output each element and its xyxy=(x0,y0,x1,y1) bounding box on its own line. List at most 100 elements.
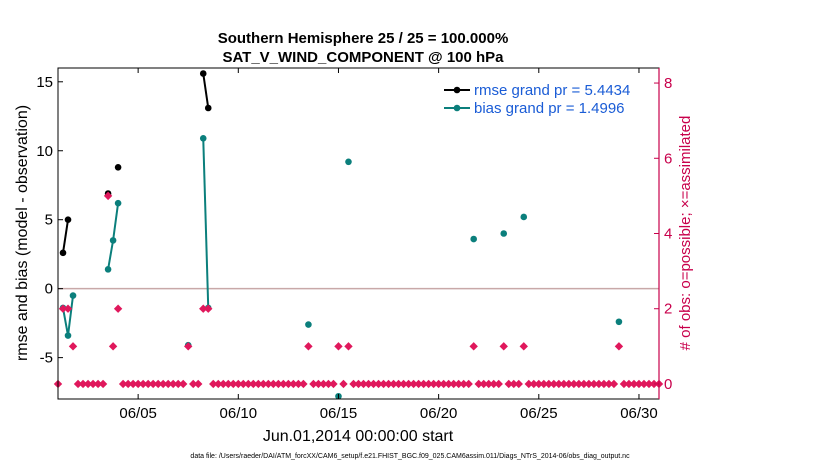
obs-marker-67 xyxy=(389,379,398,389)
rmse-line-3 xyxy=(202,73,210,109)
obs-marker-63 xyxy=(369,379,378,389)
x-tick-label-0: 06/05 xyxy=(119,405,157,422)
obs-marker-4 xyxy=(73,379,83,389)
x-tick-label-2: 06/15 xyxy=(320,405,358,422)
footnote: data file: /Users/raeder/DAI/ATM_forcXX/… xyxy=(190,453,630,460)
obs-marker-65 xyxy=(379,379,388,389)
obs-marker-50 xyxy=(304,342,313,351)
bias-point-7-0 xyxy=(470,235,477,243)
obs-marker-72 xyxy=(414,379,423,389)
obs-marker-23 xyxy=(168,379,178,389)
rmse-point-3-1 xyxy=(204,104,212,112)
obs-marker-75 xyxy=(429,379,438,389)
obs-marker-104 xyxy=(574,379,584,389)
obs-marker-113 xyxy=(619,379,629,389)
obs-marker-14 xyxy=(123,379,133,389)
obs-marker-61 xyxy=(359,379,368,389)
obs-marker-42 xyxy=(264,379,273,389)
obs-marker-81 xyxy=(459,379,468,389)
obs-marker-118 xyxy=(644,379,654,389)
obs-marker-38 xyxy=(244,379,253,389)
obs-marker-105 xyxy=(579,379,589,389)
obs-marker-82 xyxy=(464,379,473,389)
obs-marker-45 xyxy=(279,379,288,389)
rmse-point-0-0 xyxy=(59,249,67,257)
obs-marker-37 xyxy=(239,379,248,389)
bias-point-1-0 xyxy=(104,266,112,273)
obs-marker-48 xyxy=(294,379,303,389)
rmse-point-3-0 xyxy=(199,70,207,77)
bias-point-0-1 xyxy=(64,332,72,339)
obs-marker-74 xyxy=(424,379,433,389)
obs-marker-80 xyxy=(454,379,463,389)
obs-marker-15 xyxy=(128,379,138,389)
obs-marker-19 xyxy=(148,379,158,389)
obs-marker-91 xyxy=(509,379,518,389)
obs-marker-98 xyxy=(544,379,554,389)
legend-rmse-marker xyxy=(453,86,461,94)
obs-marker-71 xyxy=(409,379,418,389)
obs-marker-16 xyxy=(133,379,143,389)
y-axis-label: rmse and bias (model - observation) xyxy=(14,105,31,361)
obs-marker-6 xyxy=(83,379,93,389)
bias-point-9-0 xyxy=(520,213,528,221)
obs-marker-52 xyxy=(314,379,323,389)
obs-marker-92 xyxy=(514,379,523,389)
obs-marker-32 xyxy=(214,379,223,389)
obs-marker-47 xyxy=(289,379,298,389)
obs-marker-17 xyxy=(138,379,148,389)
obs-marker-26 xyxy=(184,342,193,351)
obs-marker-109 xyxy=(599,379,609,389)
y-right-tick-label-0: 0 xyxy=(664,376,672,393)
y-axis-left: -5 0 5 10 15 xyxy=(36,74,63,367)
bias-line-3 xyxy=(202,138,210,309)
chart-title: Southern Hemisphere 25 / 25 = 100.000% xyxy=(218,30,509,47)
x-tick-label-3: 06/20 xyxy=(420,405,458,422)
obs-marker-40 xyxy=(254,379,263,389)
legend-rmse-label: rmse grand pr = 5.4434 xyxy=(474,82,630,99)
obs-marker-60 xyxy=(354,379,363,389)
legend-bias-label: bias grand pr = 1.4996 xyxy=(474,100,625,117)
obs-marker-103 xyxy=(569,379,579,389)
obs-marker-64 xyxy=(374,379,383,389)
obs-marker-20 xyxy=(153,379,163,389)
obs-marker-66 xyxy=(384,379,393,389)
obs-marker-35 xyxy=(229,379,238,389)
obs-marker-2 xyxy=(63,304,73,313)
obs-marker-51 xyxy=(309,379,318,389)
obs-marker-94 xyxy=(524,379,533,389)
bias-point-3-0 xyxy=(199,135,207,142)
obs-marker-11 xyxy=(108,342,118,351)
obs-marker-46 xyxy=(284,379,293,389)
obs-marker-119 xyxy=(649,379,659,389)
y-tick-label-0: -5 xyxy=(40,350,53,367)
obs-marker-117 xyxy=(639,379,649,389)
obs-marker-29 xyxy=(199,304,208,313)
obs-marker-56 xyxy=(334,342,343,351)
obs-marker-41 xyxy=(259,379,268,389)
plot-area xyxy=(58,68,659,399)
obs-marker-99 xyxy=(549,379,559,389)
legend-bias-marker xyxy=(453,104,461,112)
y-right-tick-label-3: 6 xyxy=(664,150,672,167)
obs-marker-3 xyxy=(68,342,78,351)
obs-marker-68 xyxy=(394,379,403,389)
obs-marker-22 xyxy=(163,379,173,389)
obs-marker-57 xyxy=(339,379,348,389)
obs-marker-54 xyxy=(324,379,333,389)
obs-marker-9 xyxy=(98,379,108,389)
bias-point-4-0 xyxy=(305,321,312,328)
y-tick-label-4: 15 xyxy=(36,74,53,91)
obs-marker-100 xyxy=(554,379,564,389)
chart-subtitle: SAT_V_WIND_COMPONENT @ 100 hPa xyxy=(222,49,504,66)
obs-marker-43 xyxy=(269,379,278,389)
obs-marker-30 xyxy=(204,304,213,313)
obs-marker-106 xyxy=(584,379,594,389)
obs-marker-115 xyxy=(629,379,639,389)
obs-marker-116 xyxy=(634,379,644,389)
obs-marker-110 xyxy=(604,379,614,389)
obs-marker-27 xyxy=(189,379,198,389)
obs-marker-77 xyxy=(439,379,448,389)
obs-marker-36 xyxy=(234,379,243,389)
obs-marker-95 xyxy=(529,379,538,389)
